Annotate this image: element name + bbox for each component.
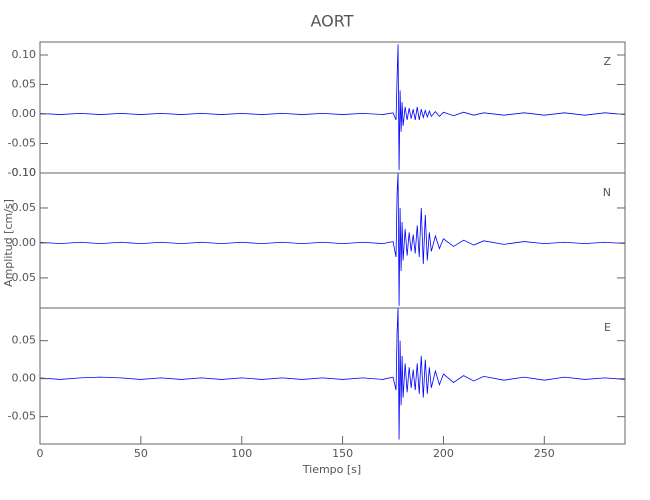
component-label: E [604,321,611,334]
panel-frame [39,41,626,174]
x-tick-label: 0 [37,447,44,460]
x-tick-label: 250 [534,447,555,460]
y-tick-label: 0.10 [12,166,37,179]
x-tick-label: 50 [134,447,148,460]
waveform [39,307,626,440]
panel-frame [39,307,626,445]
x-tick-label: 200 [433,447,454,460]
y-tick-label: 0.05 [12,201,37,214]
panel-frame [39,172,626,309]
x-tick-label: 100 [231,447,252,460]
y-tick-label: 0.00 [12,372,37,385]
y-tick-label: -0.05 [8,136,36,149]
y-tick-label: 0.05 [12,334,37,347]
component-label: Z [603,55,611,68]
y-axis-label: Amplitud [cm/s] [2,199,15,287]
y-tick-label: 0.05 [12,77,37,90]
x-tick-label: 150 [332,447,353,460]
waveform [39,44,626,171]
y-tick-label: -0.10 [8,166,36,179]
y-tick-label: -0.05 [8,410,36,423]
y-tick-label: 0.10 [12,48,37,61]
chart-title: AORT [311,12,354,31]
component-label: N [603,186,611,199]
waveform [39,172,626,306]
y-tick-label: -0.05 [8,271,36,284]
y-tick-label: 0.00 [12,107,37,120]
x-axis-label: Tiempo [s] [302,463,361,476]
y-tick-label: 0.00 [12,236,37,249]
